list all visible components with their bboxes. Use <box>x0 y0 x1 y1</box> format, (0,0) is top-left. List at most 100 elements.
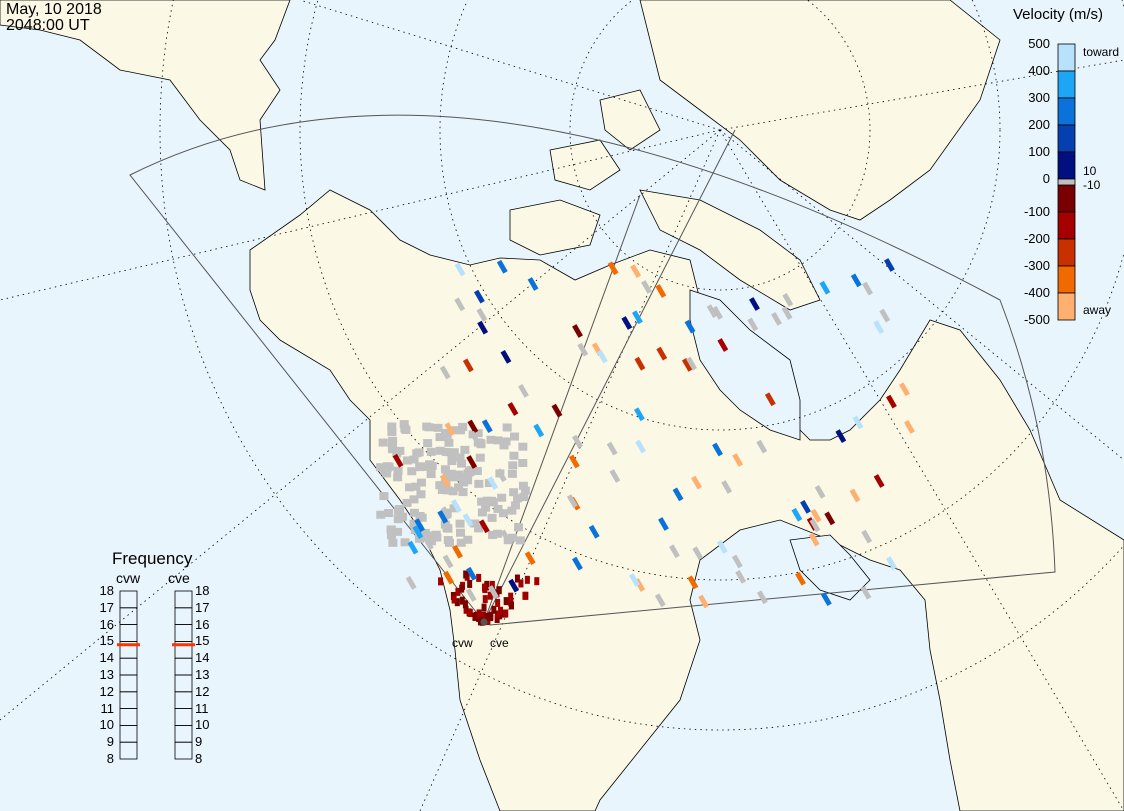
frequency-cell <box>174 674 193 693</box>
echo-cell <box>533 423 545 438</box>
echo-cell <box>577 342 589 357</box>
echo-ground-scatter <box>433 423 443 432</box>
plot-date: May, 10 2018 <box>6 1 102 18</box>
echo-ground-scatter <box>388 538 398 547</box>
echo-ground-scatter <box>455 453 465 462</box>
echo-cell <box>571 434 583 449</box>
echo-cell <box>459 596 465 605</box>
colorbar-tick-label: -300 <box>1023 258 1050 273</box>
echo-ground-scatter <box>499 441 509 450</box>
echo-ground-scatter <box>463 476 473 485</box>
echo-ground-scatter <box>509 451 519 460</box>
echo-cell <box>451 595 457 604</box>
frequency-tick-label: 9 <box>195 734 203 750</box>
echo-ground-scatter <box>435 446 445 455</box>
echo-ground-scatter <box>513 494 523 503</box>
echo-ground-scatter <box>460 445 470 454</box>
echo-cell <box>481 419 493 433</box>
radar-echoes <box>376 258 915 626</box>
echo-ground-scatter <box>379 492 389 501</box>
echo-ground-scatter <box>378 438 388 447</box>
frequency-cell <box>174 590 193 609</box>
echo-cell <box>518 579 524 588</box>
echo-cell <box>632 310 643 325</box>
echo-cell <box>507 402 519 416</box>
echo-cell <box>596 349 608 364</box>
frequency-tick-label: 17 <box>195 599 210 615</box>
echo-cell <box>621 316 633 330</box>
frequency-tick-label: 13 <box>195 667 210 682</box>
echo-ground-scatter <box>455 519 465 528</box>
echo-cell <box>568 454 580 469</box>
echo-cell <box>469 430 481 445</box>
echo-cell <box>443 570 455 585</box>
echo-ground-scatter <box>415 534 425 543</box>
echo-cell <box>422 536 434 551</box>
echo-ground-scatter <box>474 479 484 488</box>
cvw-fov <box>129 114 1056 626</box>
frequency-cell <box>174 741 193 760</box>
alaska-fragment <box>0 0 291 191</box>
echo-ground-scatter <box>477 508 487 517</box>
echo-ground-scatter <box>386 525 396 534</box>
echo-ground-scatter <box>415 511 425 520</box>
echo-ground-scatter <box>502 423 512 432</box>
frequency-cell <box>119 624 138 642</box>
frequency-cell <box>174 725 193 743</box>
echo-cell <box>481 603 487 612</box>
echo-cell <box>712 442 723 457</box>
echo-cell <box>463 605 469 614</box>
echo-cell <box>658 517 669 531</box>
echo-cell <box>487 476 499 491</box>
echo-cell <box>684 319 696 334</box>
echo-cell <box>524 575 530 584</box>
gs-lower-label: -10 <box>1083 178 1101 192</box>
echo-ground-scatter <box>444 438 454 447</box>
echo-cell <box>392 453 404 468</box>
echo-cell <box>503 609 509 618</box>
colorbar-segment <box>1057 124 1076 153</box>
echo-ground-scatter <box>463 535 473 544</box>
echo-cell <box>698 594 710 609</box>
echo-ground-scatter <box>519 493 529 502</box>
echo-ground-scatter <box>443 486 453 495</box>
frequency-title: Frequency <box>112 549 193 568</box>
frequency-cell <box>174 607 193 625</box>
echo-cell <box>606 441 618 456</box>
colorbar-tick-label: -500 <box>1023 312 1050 327</box>
frequency-cell <box>119 691 138 709</box>
echo-cell <box>852 415 864 430</box>
echo-cell <box>850 273 862 288</box>
frequency-radar-cvw: cvw <box>116 570 141 586</box>
echo-cell <box>566 494 578 509</box>
echo-ground-scatter <box>466 466 476 475</box>
echo-ground-scatter <box>440 465 450 474</box>
frequency-cell <box>119 741 138 760</box>
echo-ground-scatter <box>442 523 452 532</box>
echo-cell <box>450 499 462 513</box>
echo-ground-scatter <box>474 524 484 533</box>
colorbar-tick-label: 0 <box>1042 171 1050 186</box>
colorbar-segment <box>1057 70 1076 99</box>
echo-ground-scatter <box>470 519 480 528</box>
colorbar-segment <box>1057 184 1076 213</box>
echo-cell <box>904 419 915 434</box>
echo-cell <box>467 419 479 434</box>
echo-cell <box>687 575 699 590</box>
colorbar-tick-label: 300 <box>1028 90 1050 105</box>
echo-cell <box>824 511 836 526</box>
echo-cell <box>437 510 449 524</box>
echo-cell <box>477 320 489 335</box>
echo-ground-scatter <box>407 467 417 476</box>
echo-cell <box>524 551 536 566</box>
echo-cell <box>899 382 910 397</box>
echo-cell <box>518 383 529 398</box>
echo-cell <box>463 570 469 579</box>
echo-ground-scatter <box>476 440 486 449</box>
colorbar-segment <box>1057 43 1076 72</box>
echo-cell <box>472 612 478 621</box>
echo-cell <box>781 306 793 320</box>
echo-ground-scatter <box>441 430 451 439</box>
echo-cell <box>473 289 485 304</box>
echo-ground-scatter <box>402 498 412 507</box>
